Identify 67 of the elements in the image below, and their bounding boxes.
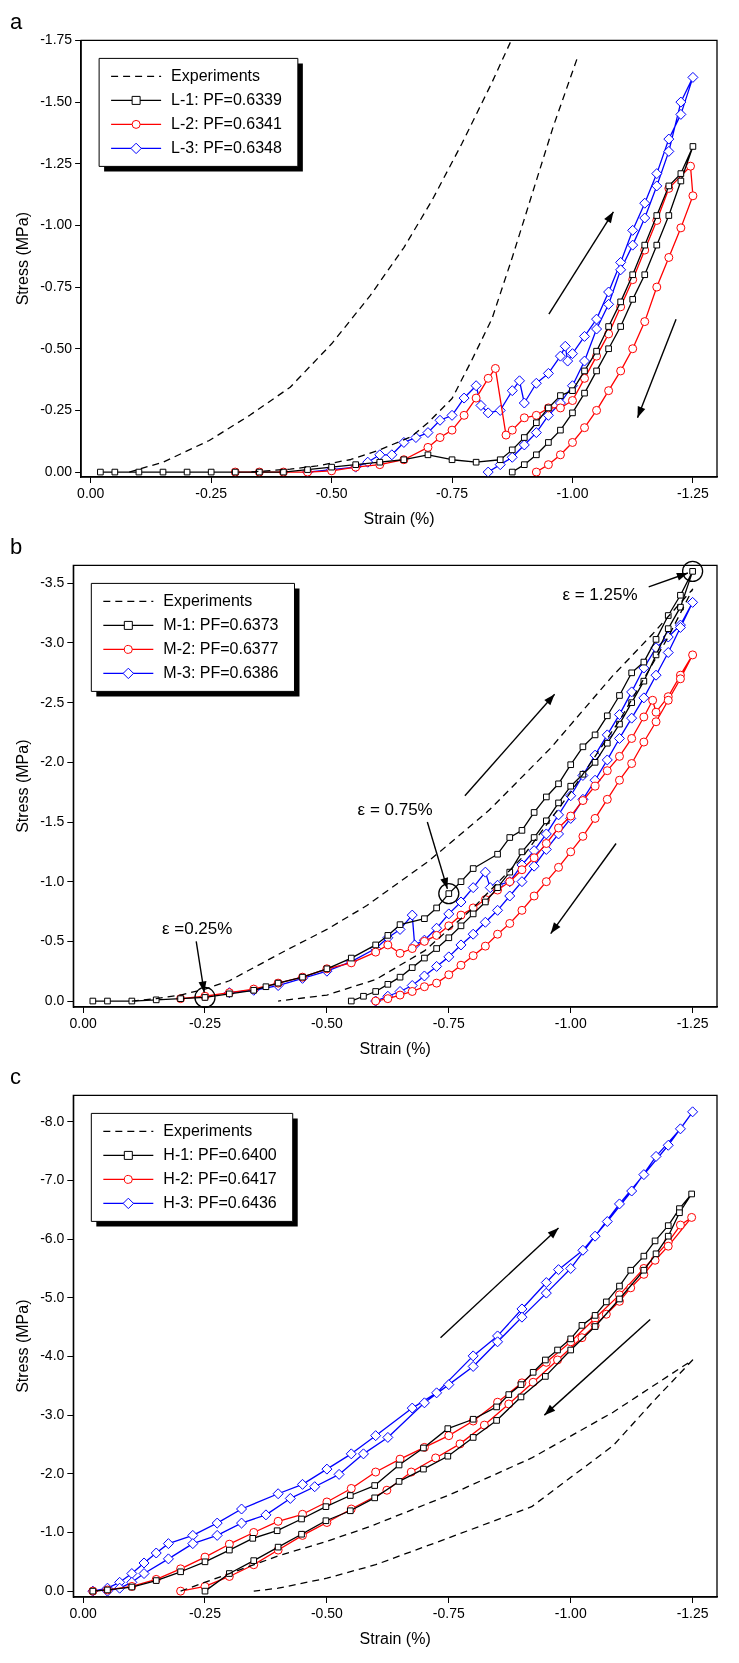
legend-label: Experiments (163, 591, 253, 609)
chart-title: a (10, 9, 23, 35)
y-axis-title: Stress (MPa) (14, 1299, 32, 1393)
x-tick-label: -1.00 (554, 1015, 587, 1032)
x-tick-label: 0.00 (77, 485, 105, 502)
x-tick-label: -1.25 (676, 1015, 709, 1032)
x-tick-label: -1.00 (554, 1605, 587, 1622)
annotation: ε =0.25% (161, 919, 233, 939)
x-tick-label: -0.75 (432, 1605, 465, 1622)
y-tick-label: -8.0 (40, 1112, 65, 1129)
x-tick-label: -0.25 (189, 1015, 222, 1032)
y-tick-label: -1.25 (40, 154, 73, 171)
x-tick-label: -0.75 (436, 485, 469, 502)
y-tick-label: -0.25 (40, 401, 73, 418)
y-axis-title: Stress (MPa) (14, 212, 32, 306)
y-tick-label: -4.0 (40, 1347, 65, 1364)
x-tick-label: -0.50 (310, 1015, 344, 1032)
y-tick-label: -2.0 (40, 1464, 65, 1481)
y-tick-label: -0.5 (40, 932, 65, 949)
y-tick-label: 0.00 (44, 462, 73, 479)
legend-label: M-2: PF=0.6377 (163, 639, 279, 657)
legend-label: L-2: PF=0.6341 (171, 114, 282, 132)
annotation: ε = 0.75% (357, 799, 433, 819)
x-tick-label: -1.25 (676, 1605, 709, 1622)
x-tick-label: -0.25 (195, 485, 228, 502)
legend-label: H-3: PF=0.6436 (163, 1193, 277, 1211)
legend-label: M-1: PF=0.6373 (163, 615, 279, 633)
y-tick-label: -3.0 (40, 633, 65, 650)
y-tick-label: -5.0 (40, 1288, 65, 1305)
x-axis-title: Strain (%) (359, 1039, 431, 1057)
y-tick-label: -1.75 (40, 31, 73, 48)
x-tick-label: -1.25 (676, 485, 710, 502)
legend-label: Experiments (163, 1121, 253, 1139)
chart-title: c (10, 1064, 21, 1090)
legend-label: H-2: PF=0.6417 (163, 1169, 277, 1187)
x-tick-label: 0.00 (69, 1015, 97, 1032)
y-tick-label: -1.5 (40, 812, 65, 829)
y-tick-label: -1.0 (40, 872, 65, 889)
y-tick-label: -3.5 (40, 574, 65, 591)
legend-label: M-3: PF=0.6386 (163, 663, 279, 681)
annotation: ε = 1.25% (562, 584, 638, 604)
y-axis-title: Stress (MPa) (14, 739, 32, 833)
x-tick-label: -0.50 (310, 1605, 344, 1622)
x-tick-label: -0.50 (315, 485, 348, 502)
y-tick-label: -6.0 (40, 1229, 65, 1246)
chart-title: b (10, 534, 23, 560)
y-tick-label: 0.0 (44, 991, 65, 1008)
y-tick-label: -2.0 (40, 753, 65, 770)
x-axis-title: Strain (%) (359, 1629, 431, 1647)
y-tick-label: -2.5 (40, 693, 65, 710)
x-axis-title: Strain (%) (363, 509, 435, 527)
y-tick-label: -0.50 (40, 339, 73, 356)
legend-label: L-3: PF=0.6348 (171, 138, 282, 156)
y-tick-label: -7.0 (40, 1171, 65, 1188)
x-tick-label: -1.00 (556, 485, 589, 502)
legend-label: Experiments (171, 66, 261, 84)
y-tick-label: -0.75 (40, 277, 73, 294)
x-tick-label: 0.00 (69, 1605, 97, 1622)
x-tick-label: -0.25 (189, 1605, 222, 1622)
y-tick-label: -3.0 (40, 1405, 65, 1422)
y-tick-label: 0.0 (44, 1581, 65, 1598)
y-tick-label: -1.50 (40, 92, 73, 109)
x-tick-label: -0.75 (432, 1015, 465, 1032)
y-tick-label: -1.0 (40, 1523, 65, 1540)
legend-label: H-1: PF=0.6400 (163, 1145, 277, 1163)
legend-label: L-1: PF=0.6339 (171, 90, 282, 108)
y-tick-label: -1.00 (40, 216, 73, 233)
